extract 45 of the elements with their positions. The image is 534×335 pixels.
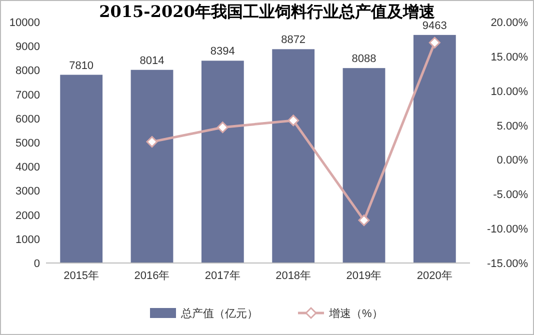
y-tick-label: 6000 [16, 113, 40, 126]
point [146, 136, 158, 148]
y2-tick-label: 5.00% [496, 120, 528, 132]
y2-tick-label: 10.00% [490, 86, 528, 98]
data-label: 8872 [281, 34, 306, 46]
y2-tick-label: 20.00% [490, 17, 528, 29]
y-tick-label: 2000 [16, 210, 40, 222]
y-tick-label: 8000 [16, 65, 40, 78]
bar [272, 49, 315, 263]
x-tick-label: 2015年 [64, 270, 100, 282]
y2-tick-label: -10.00% [487, 224, 528, 236]
y-tick-label: 9000 [16, 41, 40, 54]
data-label: 7810 [69, 60, 94, 72]
y2-tick-label: -5.00% [493, 189, 528, 202]
point [288, 114, 300, 126]
point [216, 122, 228, 134]
data-label: 8014 [140, 54, 164, 67]
y-tick-label: 0 [34, 258, 40, 270]
x-tick-label: 2018年 [276, 270, 312, 282]
legend-label: 增速（%） [328, 307, 383, 320]
chart-title: 2015-2020年我国工业饲料行业总产值及增速 [99, 2, 436, 21]
x-tick-label: 2019年 [346, 270, 382, 282]
x-tick-label: 2017年 [204, 270, 240, 282]
y-tick-label: 1000 [16, 234, 40, 246]
data-label: 8394 [210, 46, 235, 58]
point [428, 36, 440, 48]
y-tick-label: 7000 [16, 89, 40, 102]
y-tick-label: 10000 [9, 17, 40, 29]
data-label: 9463 [422, 20, 447, 32]
bar [201, 60, 244, 263]
bar [130, 70, 174, 263]
bar [413, 34, 456, 263]
bar [342, 68, 386, 263]
y2-tick-label: -15.00% [487, 258, 528, 270]
data-label: 8088 [352, 53, 376, 66]
x-tick-label: 2016年 [134, 270, 170, 282]
y-tick-label: 5000 [16, 138, 40, 150]
y-tick-label: 4000 [16, 162, 40, 174]
bar [60, 74, 103, 263]
legend-label: 总产值（亿元） [180, 307, 258, 320]
point [358, 214, 370, 226]
y2-tick-label: 0.00% [496, 154, 528, 167]
x-tick-label: 2020年 [416, 270, 452, 282]
y2-tick-label: 15.00% [490, 51, 528, 64]
y-tick-label: 3000 [16, 186, 40, 198]
